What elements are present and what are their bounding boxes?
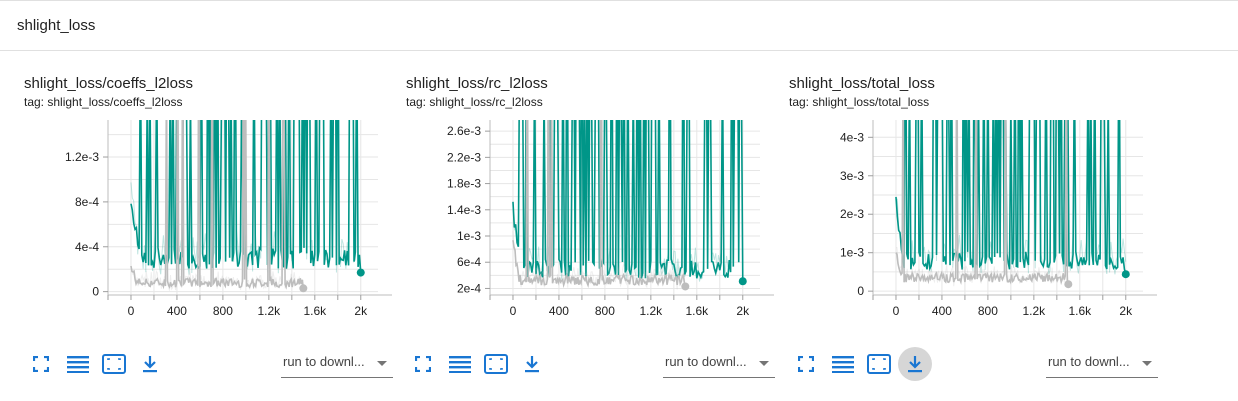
fit-domain-button[interactable] bbox=[865, 350, 893, 378]
series-end-point bbox=[738, 277, 747, 286]
run-download-select[interactable]: run to downl... bbox=[1046, 350, 1158, 378]
fit-domain-icon bbox=[484, 354, 508, 374]
x-tick-label: 400 bbox=[932, 304, 952, 318]
x-tick-label: 1.6k bbox=[303, 304, 327, 318]
y-tick-label: 0 bbox=[857, 284, 864, 298]
run-download-select[interactable]: run to downl... bbox=[281, 350, 393, 378]
fullscreen-icon bbox=[415, 356, 431, 372]
series-line bbox=[130, 120, 305, 290]
top-border bbox=[0, 0, 1238, 1]
x-tick-label: 2k bbox=[736, 304, 750, 318]
y-tick-label: 2.2e-3 bbox=[447, 150, 481, 164]
series-line bbox=[512, 120, 744, 282]
y-tick-label: 1.2e-3 bbox=[65, 150, 99, 164]
x-tick-label: 2k bbox=[354, 304, 368, 318]
series-end-point bbox=[1121, 270, 1130, 279]
fullscreen-button[interactable] bbox=[27, 350, 55, 378]
y-tick-label: 6e-4 bbox=[457, 255, 481, 269]
card-tag: tag: shlight_loss/rc_l2loss bbox=[406, 95, 543, 109]
fit-domain-icon bbox=[102, 354, 126, 374]
x-tick-label: 400 bbox=[549, 304, 569, 318]
card-title: shlight_loss/total_loss bbox=[789, 75, 935, 92]
scalar-card-total-loss: shlight_loss/total_loss tag: shlight_los… bbox=[781, 52, 1161, 401]
fullscreen-button[interactable] bbox=[792, 350, 820, 378]
series-end-point bbox=[1064, 280, 1073, 289]
x-tick-label: 2k bbox=[1119, 304, 1133, 318]
run-select-label: run to downl... bbox=[1048, 354, 1130, 369]
fullscreen-icon bbox=[798, 356, 814, 372]
x-tick-label: 800 bbox=[213, 304, 233, 318]
y-tick-label: 3e-3 bbox=[840, 169, 864, 183]
x-tick-label: 1.6k bbox=[1068, 304, 1092, 318]
download-button[interactable] bbox=[518, 350, 546, 378]
y-tick-label: 1e-3 bbox=[457, 229, 481, 243]
x-tick-label: 1.2k bbox=[640, 304, 664, 318]
fullscreen-button[interactable] bbox=[409, 350, 437, 378]
y-tick-label: 1.4e-3 bbox=[447, 203, 481, 217]
x-tick-label: 800 bbox=[978, 304, 998, 318]
fit-domain-button[interactable] bbox=[482, 350, 510, 378]
download-button[interactable] bbox=[898, 347, 932, 381]
x-tick-label: 0 bbox=[510, 304, 517, 318]
group-title: shlight_loss bbox=[17, 17, 96, 34]
dropdown-arrow-icon bbox=[377, 361, 387, 366]
toggle-log-scale-button[interactable] bbox=[446, 350, 474, 378]
series-line bbox=[895, 120, 1070, 286]
card-toolbar: run to downl... bbox=[398, 342, 778, 382]
series-end-point bbox=[356, 268, 365, 277]
dropdown-arrow-icon bbox=[1142, 361, 1152, 366]
run-select-label: run to downl... bbox=[665, 354, 747, 369]
x-tick-label: 0 bbox=[893, 304, 900, 318]
run-download-select[interactable]: run to downl... bbox=[663, 350, 775, 378]
y-tick-label: 2e-3 bbox=[840, 207, 864, 221]
toggle-log-scale-icon bbox=[832, 356, 854, 373]
fullscreen-icon bbox=[33, 356, 49, 372]
x-tick-label: 800 bbox=[595, 304, 615, 318]
download-icon bbox=[908, 356, 922, 373]
series-line bbox=[512, 120, 687, 289]
chart-svg[interactable]: 0 4e-4 8e-4 1.2e-3 0 400 800 1.2k 1.6k 2k bbox=[16, 112, 396, 342]
card-tag: tag: shlight_loss/coeffs_l2loss bbox=[24, 95, 183, 109]
download-icon bbox=[143, 356, 157, 373]
run-select-label: run to downl... bbox=[283, 354, 365, 369]
y-tick-label: 0 bbox=[92, 285, 99, 299]
y-tick-label: 1.8e-3 bbox=[447, 177, 481, 191]
line-chart[interactable]: 2e-4 6e-4 1e-3 1.4e-3 1.8e-3 2.2e-3 2.6e-3 0 400… bbox=[398, 112, 778, 342]
card-toolbar: run to downl... bbox=[781, 342, 1161, 382]
y-tick-label: 8e-4 bbox=[75, 195, 99, 209]
toggle-log-scale-button[interactable] bbox=[64, 350, 92, 378]
x-tick-label: 1.6k bbox=[685, 304, 709, 318]
x-tick-label: 1.2k bbox=[258, 304, 282, 318]
toggle-log-scale-button[interactable] bbox=[829, 350, 857, 378]
series-end-point bbox=[681, 282, 690, 291]
toggle-log-scale-icon bbox=[67, 356, 89, 373]
x-tick-label: 1.2k bbox=[1023, 304, 1047, 318]
y-tick-label: 2.6e-3 bbox=[447, 124, 481, 138]
fit-domain-button[interactable] bbox=[100, 350, 128, 378]
chart-svg[interactable]: 2e-4 6e-4 1e-3 1.4e-3 1.8e-3 2.2e-3 2.6e-3 0 400… bbox=[398, 112, 778, 342]
dropdown-arrow-icon bbox=[759, 361, 769, 366]
card-title: shlight_loss/rc_l2loss bbox=[406, 75, 548, 92]
scalar-card-rc-l2loss: shlight_loss/rc_l2loss tag: shlight_loss… bbox=[398, 52, 778, 401]
series-end-point bbox=[299, 284, 308, 293]
x-tick-label: 400 bbox=[167, 304, 187, 318]
line-chart[interactable]: 0 4e-4 8e-4 1.2e-3 0 400 800 1.2k 1.6k 2k bbox=[16, 112, 396, 342]
toggle-log-scale-icon bbox=[449, 356, 471, 373]
download-button[interactable] bbox=[136, 350, 164, 378]
download-icon bbox=[525, 356, 539, 373]
y-tick-label: 4e-3 bbox=[840, 130, 864, 144]
card-title: shlight_loss/coeffs_l2loss bbox=[24, 75, 193, 92]
y-tick-label: 4e-4 bbox=[75, 240, 99, 254]
card-tag: tag: shlight_loss/total_loss bbox=[789, 95, 930, 109]
chart-svg[interactable]: 0 1e-3 2e-3 3e-3 4e-3 0 400 800 1.2k 1.6k 2k bbox=[781, 112, 1161, 342]
fit-domain-icon bbox=[867, 354, 891, 374]
x-tick-label: 0 bbox=[128, 304, 135, 318]
scalar-card-coeffs-l2loss: shlight_loss/coeffs_l2loss tag: shlight_… bbox=[16, 52, 396, 401]
y-tick-label: 1e-3 bbox=[840, 246, 864, 260]
card-toolbar: run to downl... bbox=[16, 342, 396, 382]
y-tick-label: 2e-4 bbox=[457, 281, 481, 295]
group-header[interactable]: shlight_loss bbox=[0, 1, 1238, 51]
series-line bbox=[895, 120, 1127, 275]
line-chart[interactable]: 0 1e-3 2e-3 3e-3 4e-3 0 400 800 1.2k 1.6k 2k bbox=[781, 112, 1161, 342]
